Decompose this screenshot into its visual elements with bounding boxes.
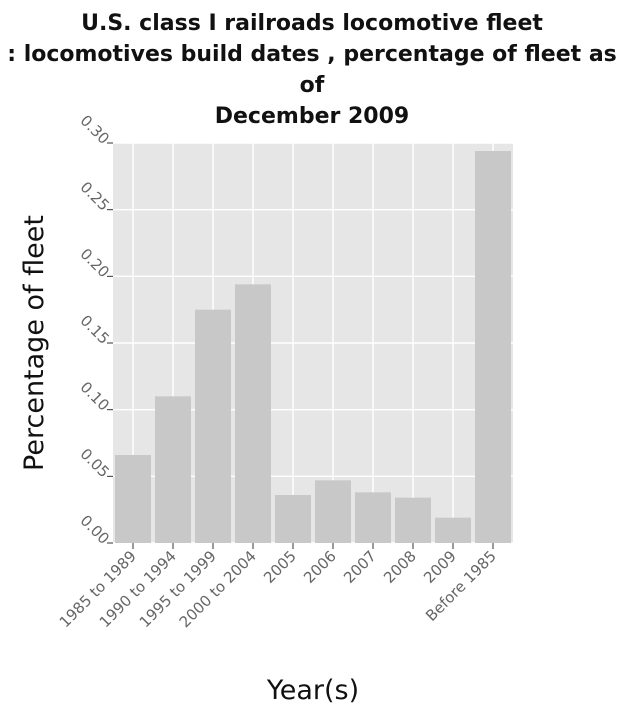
bar [115, 455, 151, 543]
y-tick-label: 0.00 [77, 511, 113, 547]
x-tick-label: 2008 [380, 547, 420, 587]
bar [275, 495, 311, 543]
bar [195, 309, 231, 543]
bar [475, 151, 511, 543]
bar [155, 396, 191, 543]
y-tick-label: 0.05 [77, 445, 113, 481]
x-tick-label: 2007 [340, 547, 380, 587]
x-tick-label: Before 1985 [422, 547, 500, 625]
bar [235, 284, 271, 543]
bar [355, 492, 391, 543]
y-tick-label: 0.15 [77, 311, 113, 347]
bar [435, 517, 471, 543]
bar [315, 480, 351, 543]
y-tick-label: 0.25 [77, 178, 113, 214]
y-axis-title: Percentage of fleet [19, 215, 50, 471]
bar [395, 497, 431, 543]
x-tick-label: 2005 [260, 547, 300, 587]
y-tick-label: 0.10 [77, 378, 113, 414]
y-tick-label: 0.30 [77, 111, 113, 147]
y-tick-label: 0.20 [77, 245, 113, 281]
x-axis-title: Year(s) [266, 675, 359, 706]
x-tick-label: 2006 [300, 547, 340, 587]
chart-title: U.S. class I railroads locomotive fleet … [7, 11, 617, 129]
